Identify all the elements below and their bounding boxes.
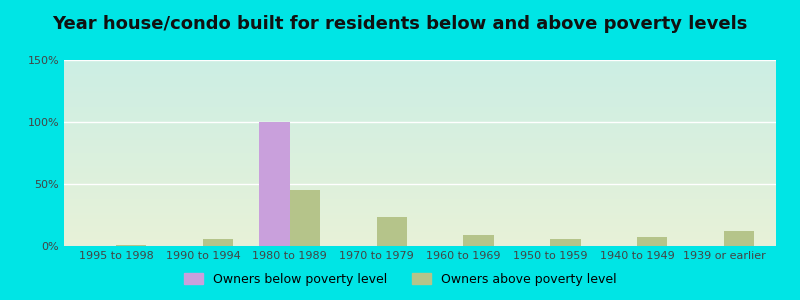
Bar — [637, 237, 667, 246]
Bar — [550, 238, 581, 246]
Bar — [377, 218, 407, 246]
Bar — [290, 190, 320, 246]
Bar — [116, 245, 146, 246]
Legend: Owners below poverty level, Owners above poverty level: Owners below poverty level, Owners above… — [179, 268, 621, 291]
Bar — [203, 238, 234, 246]
Bar — [259, 122, 290, 246]
Text: Year house/condo built for residents below and above poverty levels: Year house/condo built for residents bel… — [52, 15, 748, 33]
Bar — [463, 235, 494, 246]
Bar — [724, 231, 754, 246]
